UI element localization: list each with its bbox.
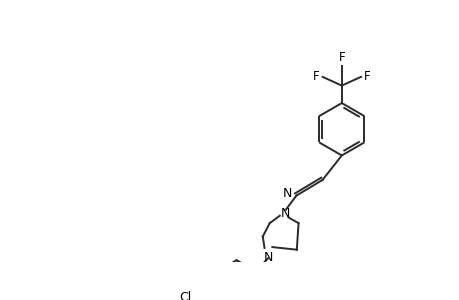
Text: N: N bbox=[263, 251, 272, 264]
Text: Cl: Cl bbox=[179, 291, 191, 300]
Text: F: F bbox=[363, 70, 369, 83]
Text: N: N bbox=[282, 188, 291, 200]
Text: F: F bbox=[338, 51, 344, 64]
Text: N: N bbox=[280, 207, 289, 220]
Text: F: F bbox=[313, 70, 319, 83]
